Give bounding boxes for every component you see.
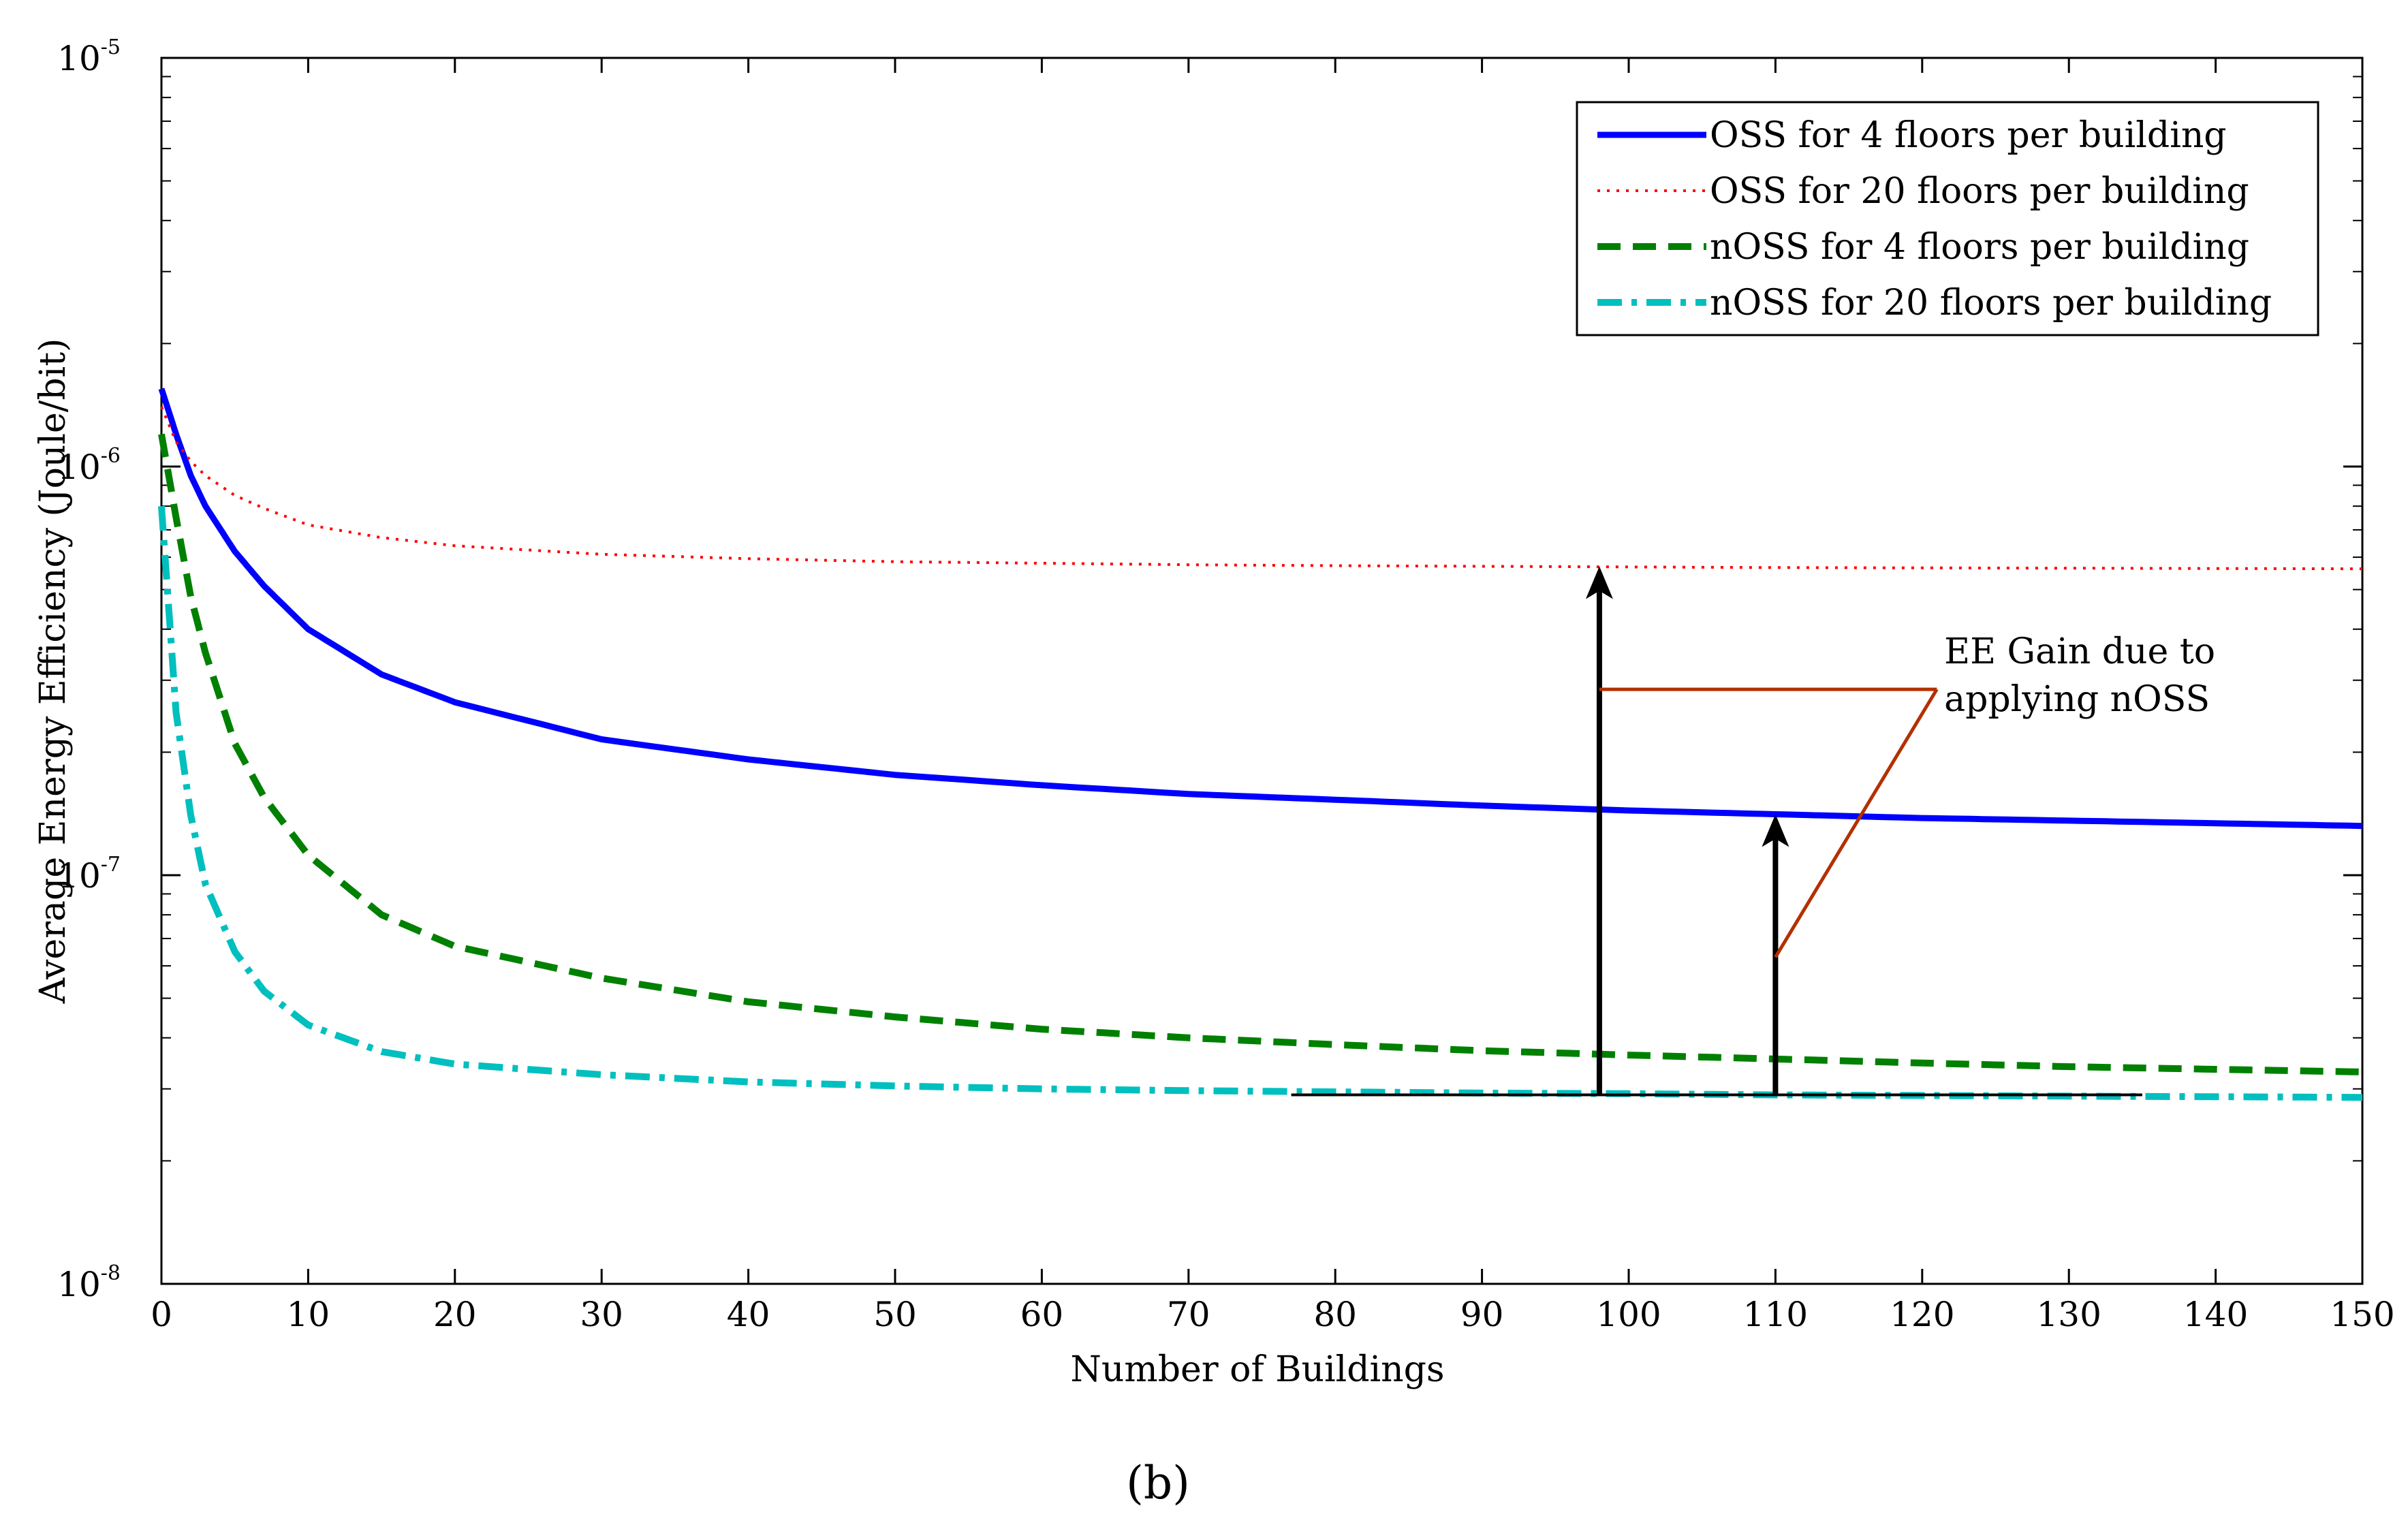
y-tick-exponent: -8: [101, 1261, 121, 1285]
x-tick-label: 80: [1313, 1295, 1357, 1334]
legend-box: [1576, 101, 2319, 336]
x-tick-label: 150: [2330, 1295, 2394, 1334]
x-tick-label: 100: [1596, 1295, 1661, 1334]
legend-label-3: nOSS for 4 floors per building: [1710, 227, 2249, 268]
x-tick-label: 140: [2183, 1295, 2248, 1334]
y-tick-base: 10: [57, 39, 101, 78]
x-tick-label: 110: [1743, 1295, 1808, 1334]
series-lines: [158, 388, 2363, 1101]
legend-label-1: OSS for 4 floors per building: [1710, 115, 2227, 156]
x-tick-label: 50: [873, 1295, 917, 1334]
series-line-oss-for-4-floors-per-building: [158, 388, 2363, 830]
legend: OSS for 4 floors per building OSS for 20 …: [1576, 101, 2319, 336]
annotations: EE Gain due to applying nOSS: [1291, 566, 2215, 1097]
callout-line-diagonal: [1774, 688, 1939, 958]
x-tick-label: 70: [1167, 1295, 1210, 1334]
y-tick-exponent: -5: [101, 35, 121, 59]
x-tick-label: 60: [1020, 1295, 1064, 1334]
x-tick-label: 0: [151, 1295, 172, 1334]
y-tick-label: 10-6: [57, 444, 121, 487]
gain-arrow-head-1: [1585, 566, 1613, 599]
series-line-noss-for-4-floors-per-building: [158, 433, 2363, 1075]
x-tick-label: 40: [727, 1295, 770, 1334]
gain-label-line1: EE Gain due to: [1944, 631, 2215, 672]
x-tick-label: 20: [433, 1295, 477, 1334]
legend-label-4: nOSS for 20 floors per building: [1710, 283, 2272, 324]
y-tick-base: 10: [57, 1265, 101, 1304]
x-tick-label: 130: [2036, 1295, 2101, 1334]
y-tick-base: 10: [57, 856, 101, 896]
x-tick-label: 120: [1890, 1295, 1954, 1334]
y-tick-label: 10-8: [57, 1261, 121, 1304]
y-tick-label: 10-7: [57, 853, 121, 896]
gain-label-line2: applying nOSS: [1944, 679, 2210, 720]
axis-ticks: 0 10 20 30 40 50 60 70 80 90 100 110 120 130 140 15010-…: [57, 35, 2395, 1334]
y-tick-exponent: -7: [101, 853, 121, 877]
x-tick-label: 30: [580, 1295, 623, 1334]
x-tick-label: 90: [1460, 1295, 1504, 1334]
x-tick-label: 10: [287, 1295, 330, 1334]
y-tick-exponent: -6: [101, 444, 121, 468]
series-line-noss-for-20-floors-per-building: [158, 505, 2363, 1101]
figure-caption: (b): [1126, 1457, 1190, 1509]
y-tick-base: 10: [57, 447, 101, 487]
y-axis-title: Average Energy Efficiency (Joule/bit): [33, 339, 74, 1005]
x-axis-title: Number of Buildings: [1070, 1349, 1444, 1390]
y-tick-label: 10-5: [57, 35, 121, 78]
legend-label-2: OSS for 20 floors per building: [1710, 171, 2249, 212]
gain-arrow-head-2: [1762, 814, 1789, 847]
